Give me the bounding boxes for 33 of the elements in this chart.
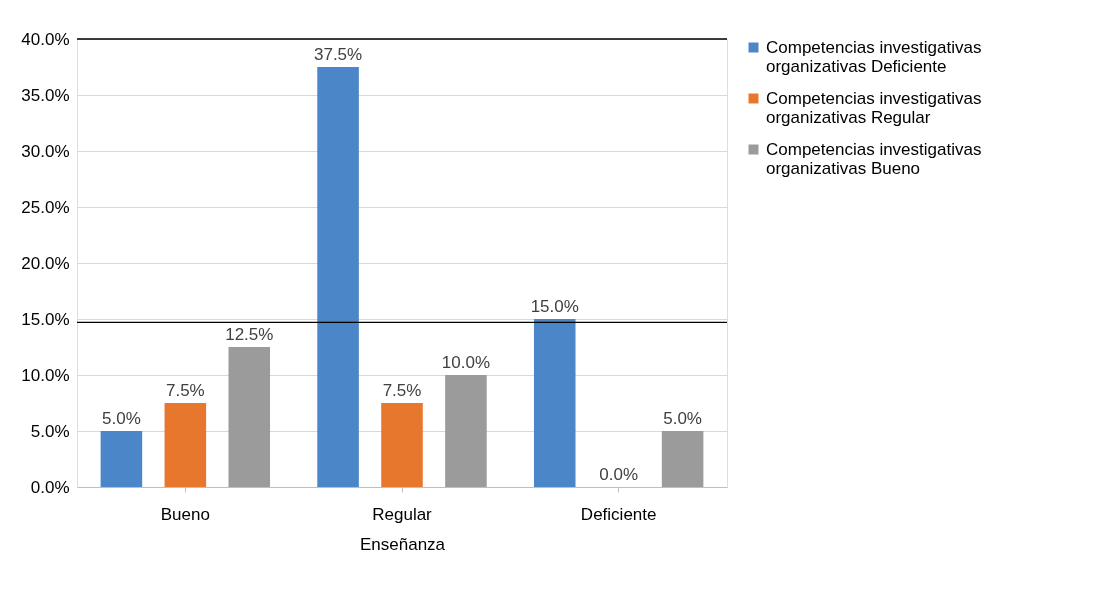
legend-label: Competencias investigativas organizativas Regular (766, 88, 982, 127)
data-label: 15.0% (530, 297, 579, 316)
data-label: 0.0% (599, 465, 639, 484)
y-tick-label: 15.0% (21, 309, 70, 329)
bar (164, 403, 207, 487)
data-label: 5.0% (663, 409, 702, 428)
y-tick-label: 10.0% (21, 365, 70, 385)
data-label: 5.0% (102, 409, 141, 428)
bar (228, 347, 271, 487)
bar (445, 375, 487, 487)
y-tick-label: 0.0% (30, 477, 70, 497)
legend-label: Competencias investigativas organizativas Deficiente (766, 37, 982, 76)
x-tick-label: Regular (372, 504, 433, 524)
bar (533, 319, 576, 487)
data-label: 7.5% (382, 381, 422, 400)
bar (100, 431, 143, 487)
x-axis-title: Enseñanza (359, 534, 446, 554)
y-tick-label: 5.0% (30, 421, 70, 441)
data-label: 10.0% (441, 353, 491, 372)
data-label: 37.5% (313, 45, 363, 64)
legend-label: Competencias investigativas organizativas Bueno (766, 139, 982, 178)
bar (661, 431, 704, 487)
y-tick-label: 20.0% (21, 253, 70, 273)
y-tick-label: 40.0% (21, 29, 70, 49)
y-tick-label: 25.0% (21, 197, 70, 217)
x-tick-label: Bueno (160, 504, 210, 524)
bar (381, 403, 423, 487)
bar (317, 67, 359, 487)
y-tick-label: 35.0% (21, 85, 70, 105)
x-tick-label: Deficiente (580, 504, 657, 524)
y-tick-label: 30.0% (21, 141, 70, 161)
data-label: 7.5% (165, 381, 205, 400)
data-label: 12.5% (225, 325, 274, 344)
